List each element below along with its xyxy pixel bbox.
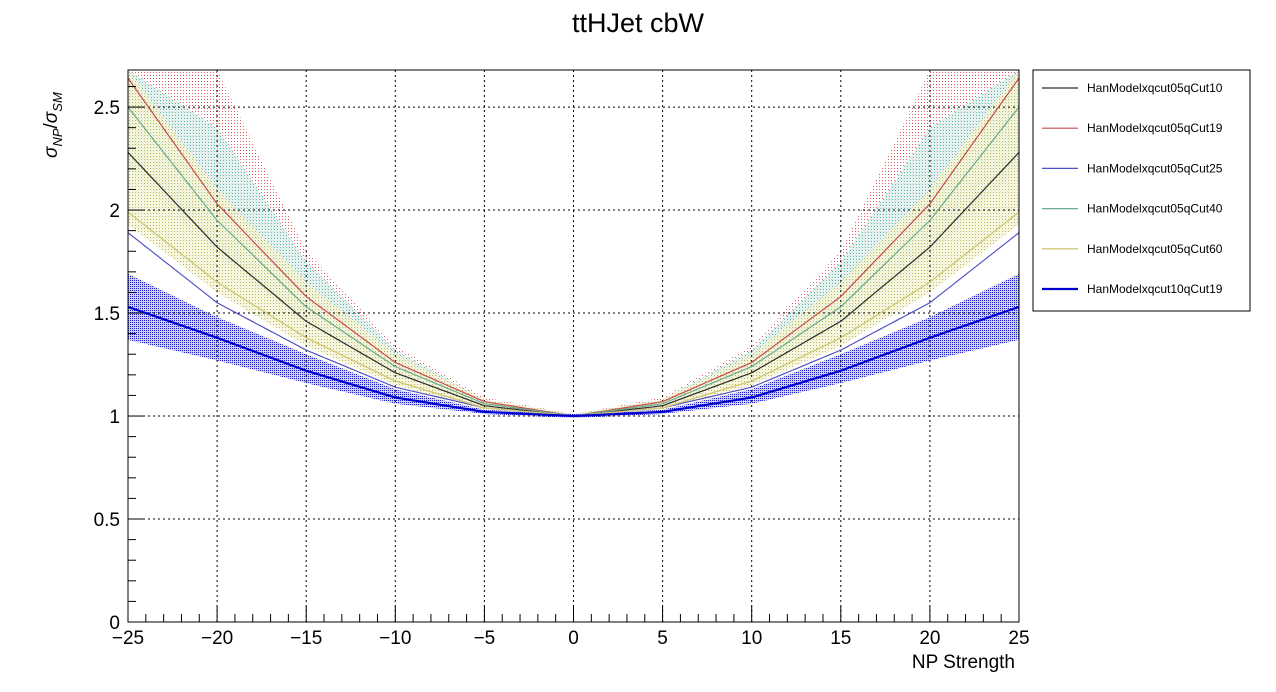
x-tick-label: −10 xyxy=(379,628,411,649)
band-hanmodelxqcut10qcut19 xyxy=(128,273,1019,419)
legend: HanModelxqcut05qCut10 HanModelxqcut05qCut… xyxy=(1032,69,1251,312)
band-hanmodelxqcut05qcut10 xyxy=(128,70,1019,419)
y-tick-label: 2.5 xyxy=(94,98,120,119)
series-lines xyxy=(128,77,1019,418)
y-axis-label-text: σNP/σSM xyxy=(41,92,65,158)
x-tick-label: 10 xyxy=(741,628,762,649)
y-tick-label: 0.5 xyxy=(94,510,120,531)
y-tick-labels: 0 0.5 1 1.5 2 2.5 xyxy=(94,98,120,634)
y-tick-label: 0 xyxy=(109,613,120,634)
y-tick-label: 2 xyxy=(109,201,120,222)
x-axis-label: NP Strength xyxy=(912,652,1015,673)
x-tick-label: 5 xyxy=(657,628,668,649)
series-line-hanmodelxqcut10qcut19 xyxy=(128,305,1019,418)
axis-ticks xyxy=(127,85,1020,623)
x-tick-label: 25 xyxy=(1008,628,1029,649)
x-tick-label: 15 xyxy=(830,628,851,649)
legend-items: HanModelxqcut05qCut10 HanModelxqcut05qCut… xyxy=(1042,81,1223,296)
x-tick-label: 20 xyxy=(919,628,940,649)
x-tick-label: −5 xyxy=(474,628,496,649)
legend-label: HanModelxqcut05qCut10 xyxy=(1087,81,1223,95)
legend-label: HanModelxqcut05qCut19 xyxy=(1087,121,1223,135)
legend-label: HanModelxqcut05qCut25 xyxy=(1087,161,1223,175)
legend-label: HanModelxqcut10qCut19 xyxy=(1087,282,1223,296)
y-axis-label: σNP/σSM xyxy=(41,92,65,158)
y-tick-label: 1 xyxy=(109,407,120,428)
y-axis-label-slash: / xyxy=(41,122,62,128)
grid-lines xyxy=(128,70,1019,622)
legend-label: HanModelxqcut05qCut40 xyxy=(1087,202,1223,216)
x-tick-labels: −25 −20 −15 −10 −5 0 5 10 15 20 25 xyxy=(112,628,1030,649)
legend-box xyxy=(1032,69,1251,312)
x-tick-label: −15 xyxy=(290,628,322,649)
y-axis-label-sub-np: NP xyxy=(50,128,65,146)
x-tick-label: −20 xyxy=(201,628,233,649)
legend-label: HanModelxqcut05qCut60 xyxy=(1087,242,1223,256)
y-tick-label: 1.5 xyxy=(94,304,120,325)
uncertainty-bands xyxy=(128,70,1019,419)
y-axis-label-sub-sm: SM xyxy=(50,92,65,112)
x-tick-label: 0 xyxy=(568,628,579,649)
x-tick-label: −25 xyxy=(112,628,144,649)
chart-title: ttHJet cbW xyxy=(572,8,705,38)
